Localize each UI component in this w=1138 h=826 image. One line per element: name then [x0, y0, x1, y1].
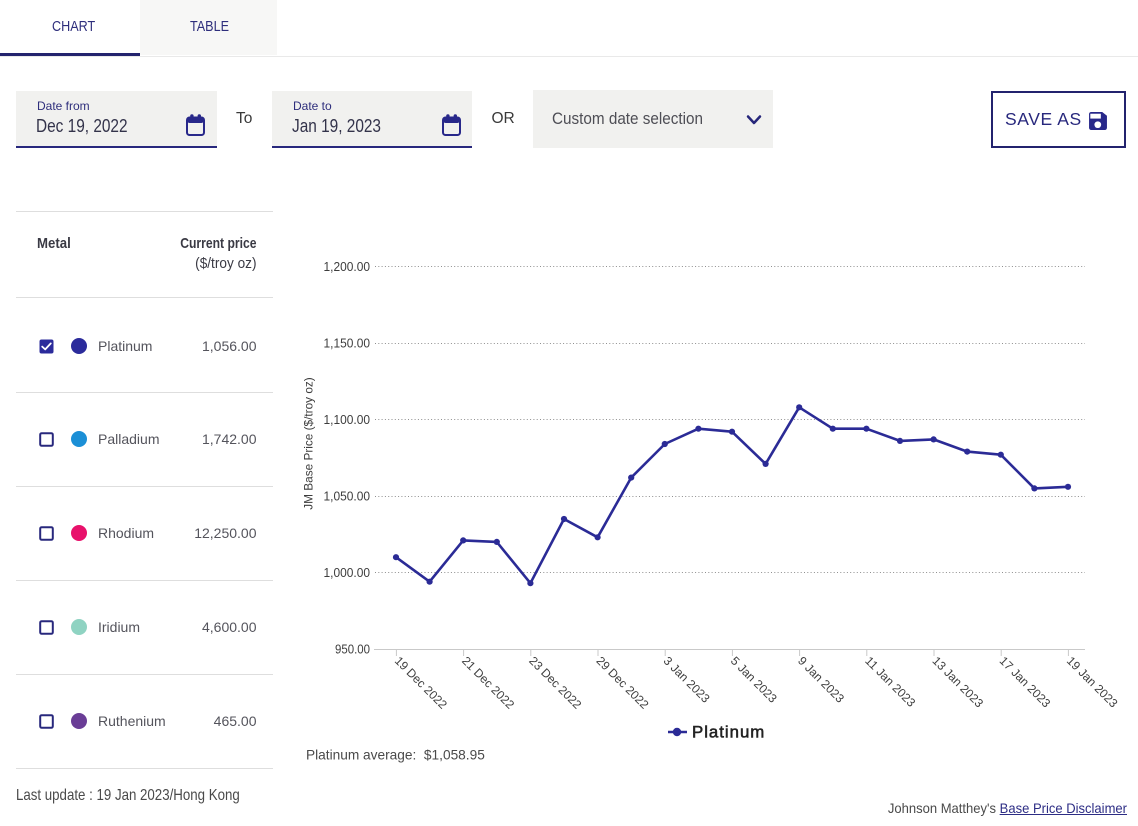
svg-text:9 Jan 2023: 9 Jan 2023 — [795, 654, 847, 706]
svg-text:23 Dec 2022: 23 Dec 2022 — [526, 654, 584, 712]
svg-text:1,050.00: 1,050.00 — [324, 488, 371, 503]
svg-text:17 Jan 2023: 17 Jan 2023 — [997, 654, 1054, 711]
svg-text:Platinum: Platinum — [692, 723, 765, 742]
svg-text:1,000.00: 1,000.00 — [324, 565, 371, 580]
svg-text:29 Dec 2022: 29 Dec 2022 — [593, 654, 651, 712]
svg-text:950.00: 950.00 — [335, 641, 370, 656]
svg-text:JM Base Price ($/troy oz): JM Base Price ($/troy oz) — [302, 377, 316, 509]
svg-text:3 Jan 2023: 3 Jan 2023 — [661, 654, 713, 706]
svg-text:1,150.00: 1,150.00 — [324, 335, 371, 350]
svg-text:13 Jan 2023: 13 Jan 2023 — [929, 654, 986, 711]
svg-text:11 Jan 2023: 11 Jan 2023 — [862, 654, 918, 710]
svg-text:19 Jan 2023: 19 Jan 2023 — [1064, 654, 1121, 711]
svg-text:19 Dec 2022: 19 Dec 2022 — [392, 654, 450, 712]
svg-text:Platinum average: $1,058.95: Platinum average: $1,058.95 — [306, 748, 485, 763]
svg-text:1,200.00: 1,200.00 — [324, 259, 371, 274]
svg-text:5 Jan 2023: 5 Jan 2023 — [728, 654, 780, 706]
svg-text:21 Dec 2022: 21 Dec 2022 — [459, 654, 517, 712]
svg-text:1,100.00: 1,100.00 — [324, 412, 371, 427]
